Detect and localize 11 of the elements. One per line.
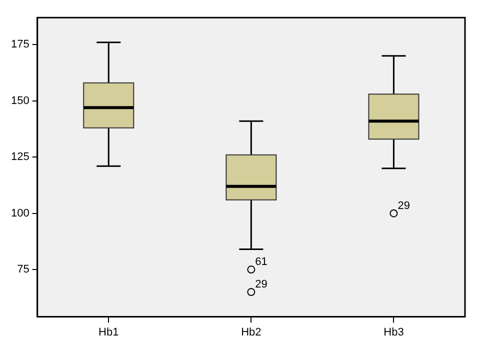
x-tick-label: Hb2 <box>241 326 262 338</box>
y-tick-label: 75 <box>17 264 30 276</box>
y-tick-label: 175 <box>10 38 30 51</box>
y-tick-label: 125 <box>10 151 30 164</box>
x-tick-label: Hb3 <box>384 326 404 338</box>
annotation: 61 <box>255 256 268 268</box>
y-tick-label: 100 <box>10 207 30 220</box>
annotation: 29 <box>255 278 268 291</box>
x-tick-label: Hb1 <box>98 326 119 338</box>
annotation: 29 <box>398 200 410 212</box>
y-tick-label: 150 <box>10 94 30 107</box>
